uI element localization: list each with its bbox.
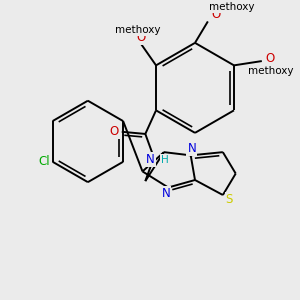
Text: O: O — [266, 52, 275, 65]
Text: Cl: Cl — [38, 155, 50, 168]
Text: N: N — [162, 188, 170, 200]
Text: S: S — [226, 193, 233, 206]
Text: O: O — [212, 8, 221, 22]
Text: methoxy: methoxy — [115, 25, 160, 35]
Text: H: H — [161, 154, 169, 165]
Text: O: O — [136, 31, 146, 44]
Text: methoxy: methoxy — [248, 66, 293, 76]
Text: methoxy: methoxy — [209, 2, 254, 13]
Text: N: N — [146, 153, 155, 166]
Text: O: O — [110, 125, 119, 138]
Text: N: N — [188, 142, 196, 155]
